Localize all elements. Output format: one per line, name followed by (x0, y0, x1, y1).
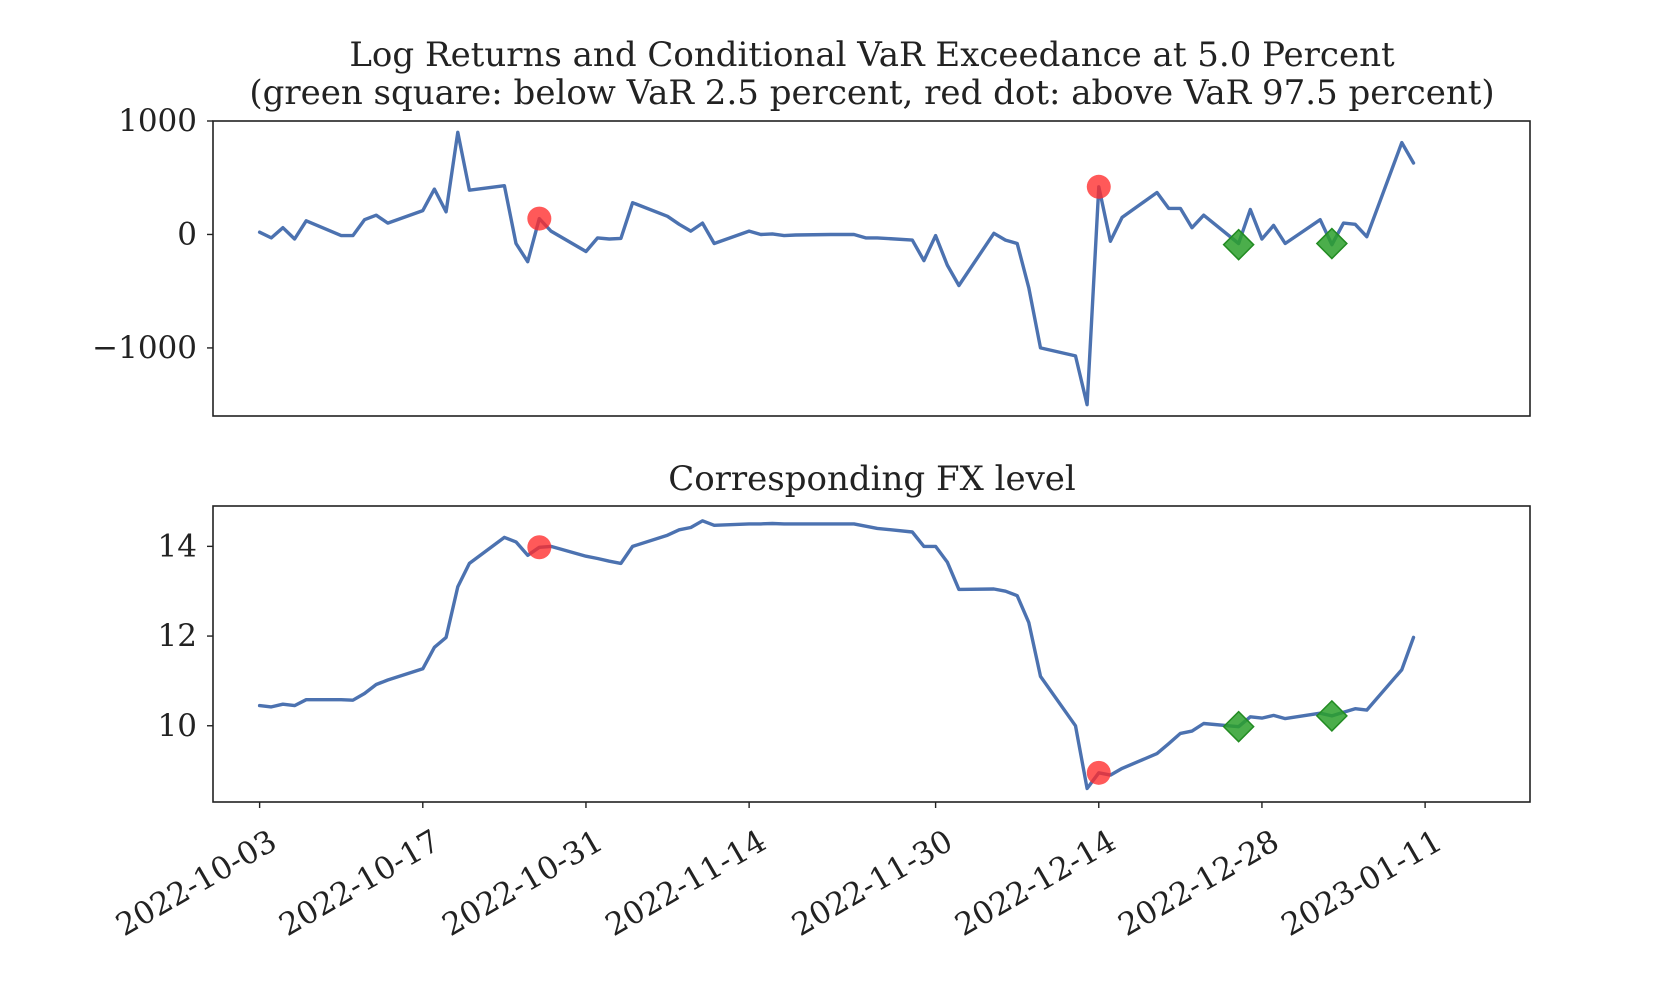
log-returns-subtitle: (green square: below VaR 2.5 percent, re… (249, 73, 1494, 113)
fx-level-below-var-marker (1222, 710, 1255, 743)
fx-level-y-tick-label: 10 (158, 708, 197, 744)
log-returns-y-tick-label: −1000 (92, 330, 197, 366)
log-returns-panel: Log Returns and Conditional VaR Exceedan… (92, 35, 1531, 417)
log-returns-marker-layer (527, 174, 1348, 261)
log-returns-y-tick-label: 0 (177, 216, 197, 252)
log-returns-line-layer (257, 130, 1416, 407)
fx-level-plot-frame (212, 505, 1531, 803)
log-returns-y-tick-label: 1000 (118, 103, 197, 139)
log-returns-title: Log Returns and Conditional VaR Exceedan… (349, 35, 1395, 75)
fx-level-marker-layer (527, 535, 1348, 785)
fx-level-y-tick-label: 14 (158, 528, 197, 564)
fx-level-y-axis: 14 12 10 (158, 528, 213, 744)
log-returns-below-var-marker (1222, 228, 1255, 261)
log-returns-above-var-marker (1086, 174, 1111, 199)
fx-level-title: Corresponding FX level (668, 459, 1076, 499)
fx-level-above-var-marker (527, 535, 552, 560)
log-returns-plot-frame (212, 120, 1531, 417)
fx-level-series-line (257, 519, 1416, 791)
fx-level-line-layer (257, 519, 1416, 791)
log-returns-series-line (257, 130, 1416, 407)
fx-level-below-var-marker (1315, 699, 1348, 732)
fx-level-y-tick-label: 12 (158, 618, 197, 654)
fx-level-above-var-marker (1086, 760, 1111, 785)
log-returns-below-var-marker (1315, 227, 1348, 260)
log-returns-y-axis: 1000 0 −1000 (92, 103, 213, 366)
log-returns-above-var-marker (527, 206, 552, 231)
